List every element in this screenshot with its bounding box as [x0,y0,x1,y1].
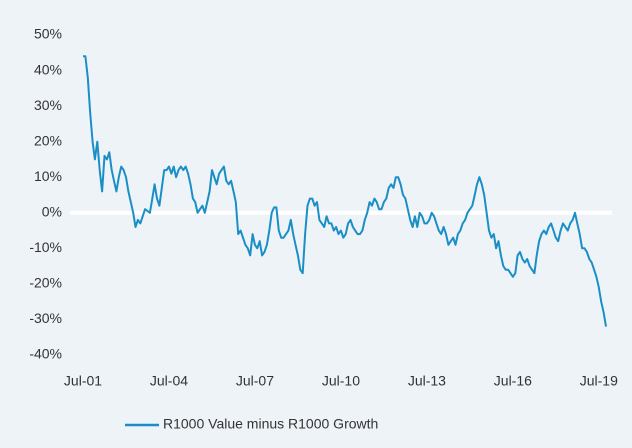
y-tick-label: -10% [29,239,62,255]
legend-label: R1000 Value minus R1000 Growth [163,416,378,432]
x-tick-label: Jul-19 [580,373,618,389]
y-tick-label: -20% [29,275,62,291]
y-tick-label: 20% [34,132,62,148]
y-tick-label: 50% [34,26,62,42]
x-tick-label: Jul-10 [322,373,360,389]
y-tick-label: 10% [34,168,62,184]
x-tick-label: Jul-04 [150,373,188,389]
y-tick-label: -30% [29,310,62,326]
x-tick-label: Jul-16 [494,373,532,389]
x-tick-label: Jul-01 [64,373,102,389]
x-tick-label: Jul-13 [408,373,446,389]
y-tick-label: 0% [42,203,62,219]
y-tick-label: 40% [34,61,62,77]
y-tick-label: -40% [29,346,62,362]
series-line [83,55,607,327]
x-tick-label: Jul-07 [236,373,274,389]
y-tick-label: 30% [34,97,62,113]
